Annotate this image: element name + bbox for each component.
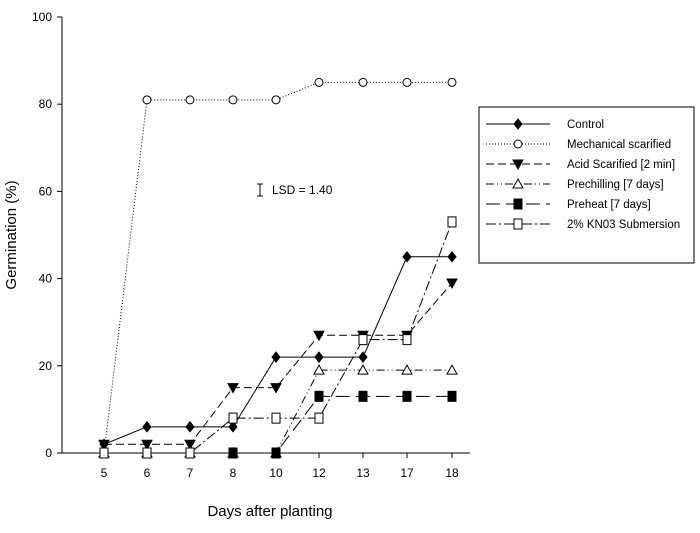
x-tick-label: 5 bbox=[101, 466, 108, 480]
data-point bbox=[271, 95, 281, 105]
legend-marker bbox=[513, 218, 523, 230]
data-point bbox=[228, 421, 238, 433]
legend-label: 2% KN03 Submersion bbox=[567, 219, 680, 231]
legend-marker bbox=[513, 198, 523, 210]
data-point bbox=[402, 77, 412, 87]
legend-label: Control bbox=[567, 119, 604, 131]
y-tick-label: 80 bbox=[39, 97, 53, 111]
legend-label: Prechilling [7 days] bbox=[567, 179, 664, 191]
x-tick-label: 18 bbox=[445, 466, 459, 480]
series-line bbox=[104, 369, 452, 454]
data-point bbox=[228, 447, 238, 459]
data-point bbox=[185, 95, 195, 105]
data-point bbox=[402, 250, 412, 263]
series-group bbox=[98, 77, 458, 459]
data-point bbox=[447, 216, 457, 228]
data-point bbox=[357, 364, 369, 375]
data-point bbox=[446, 278, 458, 289]
data-point bbox=[358, 77, 368, 87]
data-point bbox=[358, 390, 368, 402]
legend-label: Acid Scarified [2 min] bbox=[567, 159, 675, 171]
data-point bbox=[401, 364, 413, 375]
x-tick-label: 10 bbox=[269, 466, 283, 480]
data-point bbox=[184, 439, 196, 451]
data-point bbox=[271, 412, 281, 424]
data-point bbox=[402, 334, 412, 346]
data-point bbox=[228, 95, 238, 105]
data-point bbox=[271, 447, 281, 459]
data-point bbox=[402, 390, 412, 402]
x-tick-label: 17 bbox=[400, 466, 414, 480]
data-point bbox=[270, 383, 282, 394]
legend-marker bbox=[513, 118, 523, 130]
lsd-label: LSD = 1.40 bbox=[272, 183, 333, 197]
legend-marker bbox=[513, 139, 523, 149]
data-point bbox=[313, 364, 325, 375]
data-point bbox=[314, 412, 324, 424]
legend: Control Mechanical scarified Acid Scarifie… bbox=[478, 106, 695, 264]
y-axis-label: Germination (%) bbox=[3, 180, 20, 289]
data-point bbox=[314, 77, 324, 87]
x-tick-label: 7 bbox=[187, 466, 194, 480]
data-point bbox=[314, 390, 324, 402]
series-3 bbox=[98, 364, 458, 458]
data-point bbox=[314, 351, 324, 363]
lsd-error-bar bbox=[257, 183, 263, 197]
series-5 bbox=[99, 216, 457, 459]
y-tick-label: 100 bbox=[32, 10, 52, 24]
data-point bbox=[447, 77, 457, 87]
data-point bbox=[141, 439, 153, 451]
data-point bbox=[227, 383, 239, 394]
lsd-annotation: LSD = 1.40 bbox=[257, 183, 333, 197]
series-2 bbox=[98, 278, 458, 451]
data-point bbox=[446, 364, 458, 375]
series-4 bbox=[99, 390, 457, 459]
data-point bbox=[142, 447, 152, 459]
data-point bbox=[98, 439, 110, 451]
series-line bbox=[103, 81, 452, 454]
legend-marker bbox=[512, 177, 524, 189]
legend-label: Preheat [7 days] bbox=[567, 199, 651, 211]
data-point bbox=[142, 95, 152, 105]
data-point bbox=[185, 447, 195, 459]
data-point bbox=[358, 351, 368, 363]
data-point bbox=[185, 421, 195, 433]
y-tick-label: 40 bbox=[39, 272, 53, 286]
legend-marker bbox=[512, 159, 524, 171]
x-tick-label: 6 bbox=[144, 466, 151, 480]
data-point bbox=[142, 421, 152, 433]
legend-label: Mechanical scarified bbox=[567, 139, 671, 151]
data-point bbox=[447, 390, 457, 402]
x-tick-label: 13 bbox=[356, 466, 370, 480]
data-point bbox=[99, 447, 109, 459]
data-point bbox=[271, 351, 281, 363]
x-tick-label: 8 bbox=[230, 466, 237, 480]
x-axis-label: Days after planting bbox=[207, 503, 332, 520]
data-point bbox=[313, 330, 325, 342]
y-tick-label: 0 bbox=[45, 446, 52, 460]
y-tick-label: 60 bbox=[39, 184, 53, 198]
x-tick-label: 12 bbox=[312, 466, 326, 480]
data-point bbox=[447, 250, 457, 263]
data-point bbox=[228, 412, 238, 424]
data-point bbox=[358, 334, 368, 346]
series-line bbox=[104, 282, 453, 445]
y-tick-label: 20 bbox=[39, 359, 53, 373]
